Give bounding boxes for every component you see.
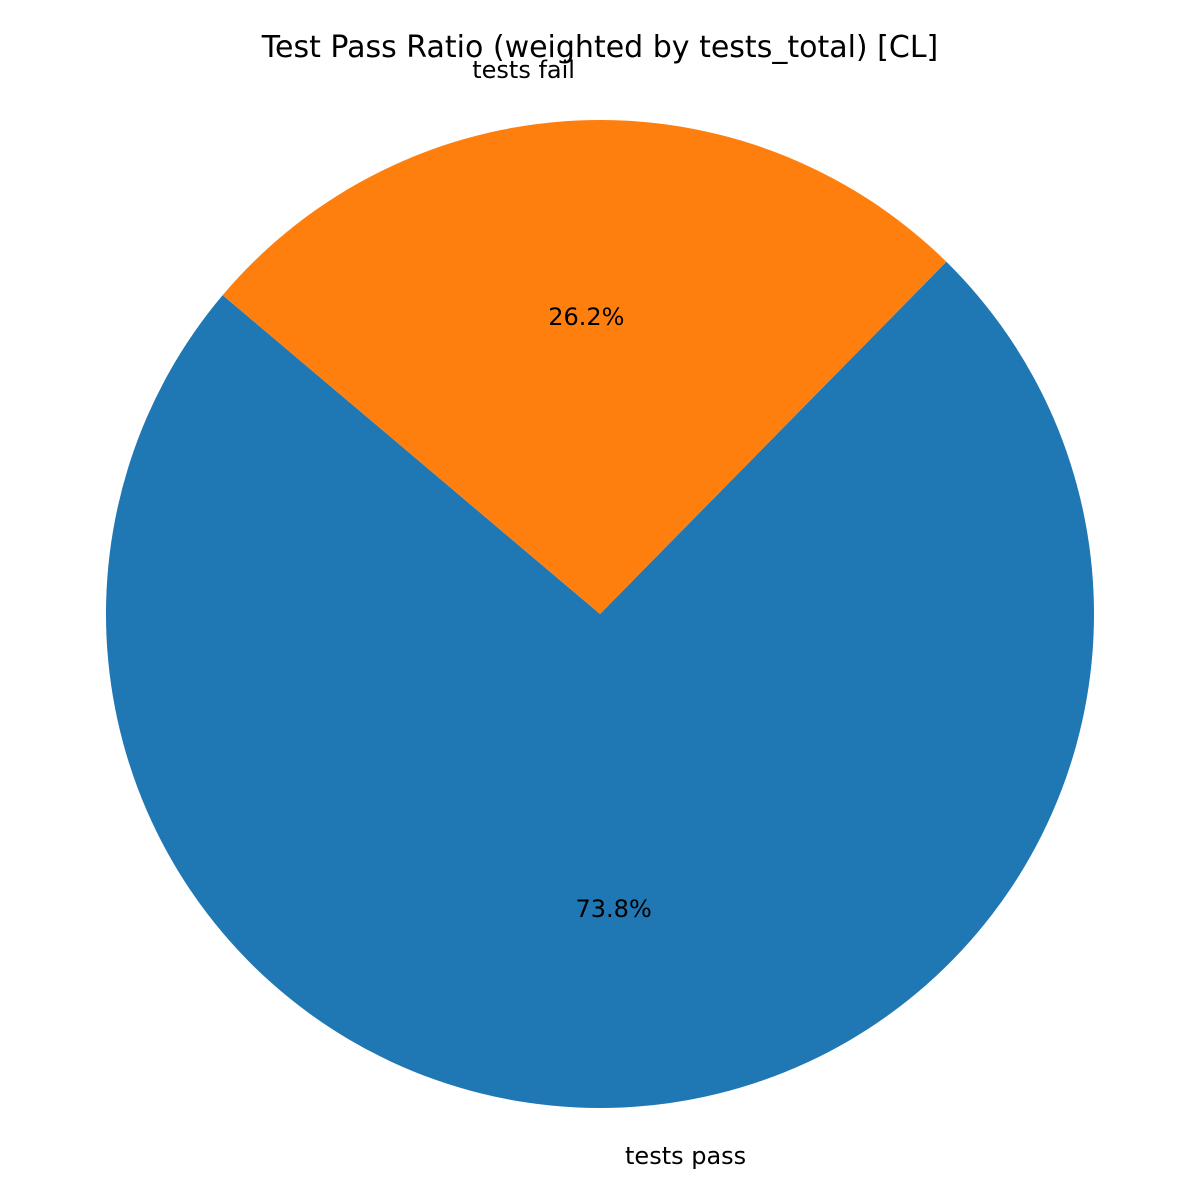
slice-percent-label: 73.8% [576,895,652,923]
pie-labels: tests pass 73.8% tests fail 26.2% [472,56,746,1170]
slice-label: tests fail [472,56,575,84]
chart-title: Test Pass Ratio (weighted by tests_total… [261,30,938,65]
slice-label: tests pass [625,1142,746,1170]
pie-slice-tests-pass [105,261,1094,1108]
pie-slice-tests-fail [222,119,947,614]
pie-slices [105,119,1094,1108]
slice-percent-label: 26.2% [548,303,624,331]
